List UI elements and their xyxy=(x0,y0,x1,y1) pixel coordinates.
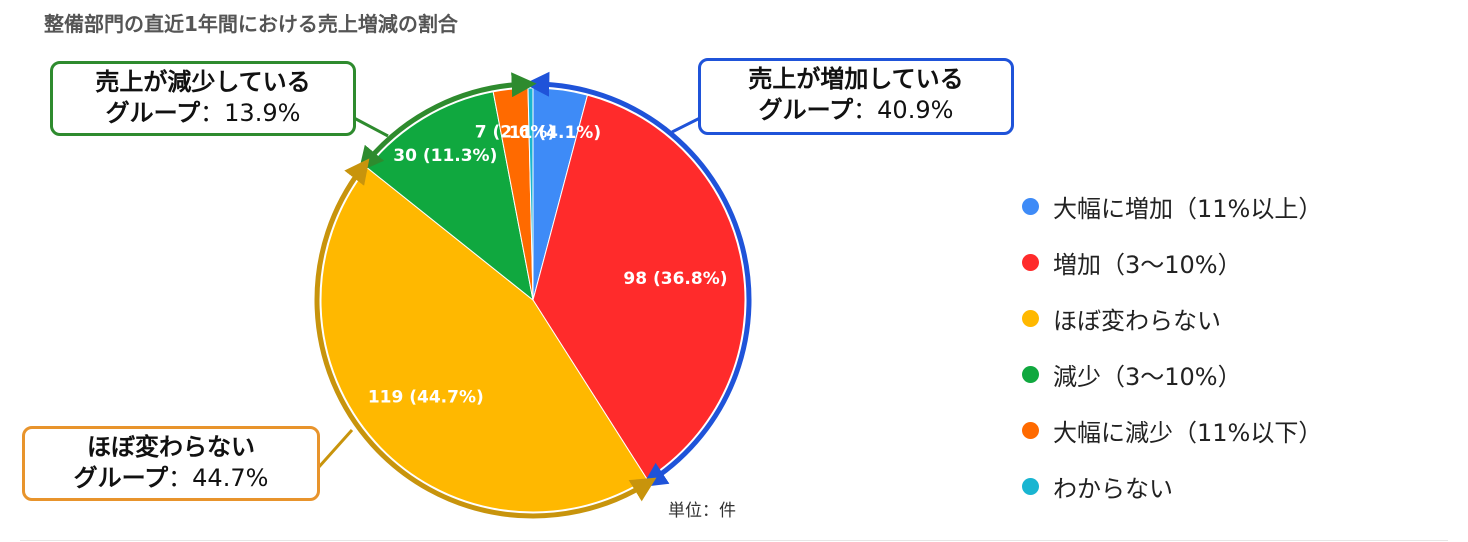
legend-label: 大幅に減少（11%以下） xyxy=(1053,418,1323,447)
legend-label: 増加（3〜10%） xyxy=(1053,250,1242,279)
legend-item: 減少（3〜10%） xyxy=(1022,346,1322,402)
legend-swatch xyxy=(1022,421,1039,439)
group-percent: 40.9% xyxy=(877,96,954,124)
chart-title: 整備部門の直近1年間における売上増減の割合 xyxy=(44,12,458,36)
legend-label: 減少（3〜10%） xyxy=(1053,362,1242,391)
legend: 大幅に増加（11%以上） 増加（3〜10%） ほぼ変わらない 減少（3〜10%）… xyxy=(1022,178,1322,514)
legend-item: わからない xyxy=(1022,458,1322,514)
legend-swatch xyxy=(1022,197,1039,215)
callout-pointer xyxy=(671,98,702,134)
data-label: 11 (4.1%) xyxy=(509,123,601,143)
group-bracket-arc xyxy=(524,71,752,488)
group-percent: 44.7% xyxy=(192,464,269,492)
legend-label: 大幅に増加（11%以上） xyxy=(1053,194,1323,223)
data-label: 119 (44.7%) xyxy=(368,387,484,407)
divider xyxy=(20,540,1448,541)
data-label: 98 (36.8%) xyxy=(623,269,727,289)
data-label: 30 (11.3%) xyxy=(393,146,497,166)
group-percent: 13.9% xyxy=(224,99,301,127)
callout-increase-group: 売上が増加している グループ：40.9% xyxy=(698,58,1014,135)
legend-swatch xyxy=(1022,477,1039,495)
legend-item: 増加（3〜10%） xyxy=(1022,234,1322,290)
callout-decrease-group: 売上が減少している グループ：13.9% xyxy=(50,61,356,136)
group-name: 売上が減少している xyxy=(95,68,311,96)
callout-pointer xyxy=(316,428,354,470)
legend-swatch xyxy=(1022,365,1039,383)
group-name: 売上が増加している xyxy=(748,65,964,93)
legend-item: 大幅に増加（11%以上） xyxy=(1022,178,1322,234)
legend-item: 大幅に減少（11%以下） xyxy=(1022,402,1322,458)
group-sub: グループ xyxy=(73,464,169,492)
callout-unchanged-group: ほぼ変わらない グループ：44.7% xyxy=(22,426,320,501)
group-sub: グループ xyxy=(758,96,854,124)
group-sub: グループ xyxy=(105,99,201,127)
legend-label: ほぼ変わらない xyxy=(1053,306,1221,335)
callout-pointer xyxy=(352,98,389,138)
group-bracket-arc xyxy=(314,158,657,519)
legend-swatch xyxy=(1022,253,1039,271)
data-label: 7 (2.6%) xyxy=(475,122,555,142)
group-name: ほぼ変わらない xyxy=(87,433,255,461)
legend-label: わからない xyxy=(1053,474,1173,503)
unit-label: 単位：件 xyxy=(668,501,736,521)
group-bracket-arc xyxy=(358,72,537,173)
legend-swatch xyxy=(1022,309,1039,327)
legend-item: ほぼ変わらない xyxy=(1022,290,1322,346)
